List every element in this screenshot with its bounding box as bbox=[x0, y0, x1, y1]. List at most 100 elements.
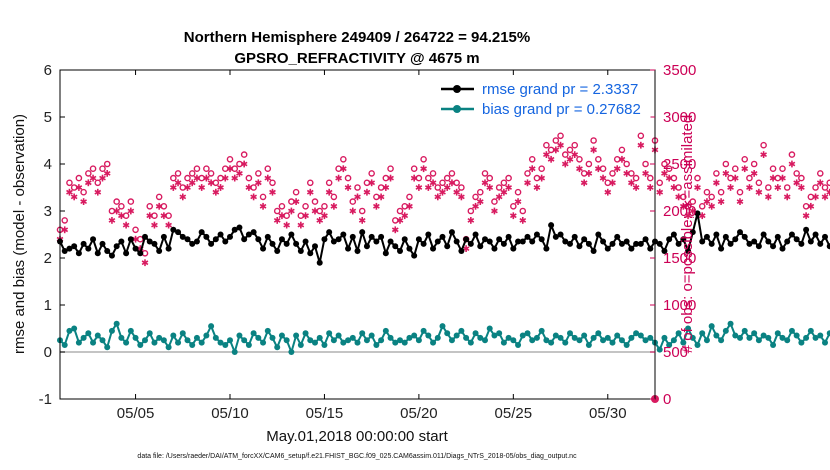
bias-point bbox=[604, 334, 611, 341]
rmse-point bbox=[552, 233, 559, 240]
possible-obs-marker bbox=[595, 155, 602, 163]
legend-marker-bias bbox=[453, 105, 461, 113]
assimilated-obs-marker bbox=[443, 184, 451, 191]
bias-point bbox=[637, 332, 644, 339]
assimilated-obs-marker bbox=[665, 174, 673, 182]
assimilated-obs-marker bbox=[750, 170, 758, 177]
bias-point bbox=[533, 334, 540, 341]
possible-obs-marker bbox=[245, 174, 253, 182]
possible-obs-marker bbox=[391, 217, 399, 224]
possible-obs-marker bbox=[486, 174, 494, 182]
bias-point bbox=[826, 330, 830, 337]
assimilated-obs-marker bbox=[240, 160, 248, 168]
bias-point bbox=[524, 330, 531, 337]
assimilated-obs-marker bbox=[802, 212, 810, 220]
rmse-point bbox=[803, 226, 810, 233]
possible-obs-marker bbox=[193, 165, 201, 172]
bias-point bbox=[278, 332, 285, 339]
bias-point bbox=[458, 327, 465, 334]
assimilated-obs-marker bbox=[75, 184, 83, 191]
bias-point bbox=[548, 339, 555, 346]
x-tick-label: 05/05 bbox=[117, 405, 155, 422]
possible-obs-marker bbox=[203, 165, 210, 172]
possible-obs-marker bbox=[453, 179, 460, 187]
rmse-point bbox=[458, 247, 465, 254]
bias-point bbox=[165, 344, 172, 351]
possible-obs-marker bbox=[623, 160, 630, 168]
assimilated-obs-marker bbox=[151, 221, 158, 229]
rmse-point bbox=[179, 233, 186, 240]
possible-obs-marker bbox=[401, 202, 409, 210]
rmse-point bbox=[127, 236, 134, 243]
assimilated-obs-marker bbox=[637, 141, 645, 149]
possible-obs-marker bbox=[297, 212, 305, 219]
bias-point bbox=[340, 339, 347, 346]
assimilated-obs-marker bbox=[226, 165, 234, 173]
bias-point bbox=[680, 339, 687, 346]
assimilated-obs-marker bbox=[448, 179, 456, 187]
assimilated-obs-marker bbox=[424, 184, 432, 191]
possible-obs-marker bbox=[151, 212, 158, 219]
possible-obs-marker bbox=[703, 188, 711, 196]
possible-obs-marker bbox=[495, 184, 503, 191]
bias-point bbox=[448, 337, 455, 344]
bias-point bbox=[345, 337, 352, 344]
rmse-point bbox=[203, 233, 210, 240]
bias-point bbox=[179, 330, 186, 337]
bias-point bbox=[765, 334, 772, 341]
assimilated-obs-marker bbox=[594, 165, 602, 173]
bias-point bbox=[175, 339, 182, 346]
bias-point bbox=[472, 330, 479, 337]
assimilated-obs-marker bbox=[339, 165, 347, 173]
possible-obs-marker bbox=[179, 184, 187, 191]
bias-point bbox=[222, 341, 229, 348]
bias-point bbox=[80, 334, 87, 341]
bias-point bbox=[307, 337, 314, 344]
rmse-point bbox=[85, 245, 92, 252]
rmse-point bbox=[571, 233, 578, 240]
bias-point bbox=[193, 334, 200, 341]
assimilated-obs-marker bbox=[599, 174, 607, 182]
bias-point bbox=[817, 332, 824, 339]
possible-obs-marker bbox=[132, 226, 139, 234]
rmse-point bbox=[326, 229, 333, 236]
assimilated-obs-marker bbox=[169, 184, 177, 191]
bias-point bbox=[647, 334, 654, 341]
assimilated-obs-marker bbox=[486, 184, 494, 191]
bias-point bbox=[708, 323, 715, 330]
assimilated-obs-marker bbox=[656, 188, 664, 196]
legend: rmse grand pr = 2.3337 bias grand pr = 0… bbox=[419, 76, 651, 120]
bias-point bbox=[208, 323, 215, 330]
bias-point bbox=[505, 334, 512, 341]
possible-obs-marker bbox=[538, 165, 545, 172]
rmse-point bbox=[415, 236, 422, 243]
rmse-point bbox=[718, 245, 725, 252]
assimilated-obs-marker bbox=[755, 188, 763, 196]
assimilated-obs-marker bbox=[717, 198, 725, 205]
possible-obs-marker bbox=[694, 174, 701, 182]
possible-obs-marker bbox=[70, 184, 78, 191]
rmse-point bbox=[807, 238, 814, 245]
assimilated-obs-marker bbox=[519, 217, 527, 224]
assimilated-obs-marker bbox=[254, 179, 262, 187]
assimilated-obs-marker bbox=[373, 202, 380, 210]
rmse-point bbox=[609, 240, 616, 247]
bias-point bbox=[415, 337, 422, 344]
rmse-point bbox=[618, 240, 625, 247]
rmse-point bbox=[340, 231, 347, 238]
bias-point bbox=[335, 332, 342, 339]
rmse-point bbox=[713, 231, 720, 238]
data-file-footnote: data file: /Users/raeder/DAI/ATM_forcXX/… bbox=[137, 453, 577, 460]
rmse-point bbox=[241, 236, 248, 243]
possible-obs-marker bbox=[259, 193, 267, 201]
assimilated-obs-marker bbox=[297, 221, 305, 229]
possible-obs-marker bbox=[675, 184, 682, 191]
possible-obs-marker bbox=[170, 174, 177, 182]
bias-point bbox=[255, 334, 262, 341]
legend-marker-rmse bbox=[453, 85, 461, 93]
bias-point bbox=[803, 334, 810, 341]
possible-obs-marker bbox=[429, 170, 437, 177]
bias-point bbox=[661, 334, 668, 341]
assimilated-obs-marker bbox=[528, 165, 536, 173]
y-tick-label: 1 bbox=[44, 297, 52, 314]
